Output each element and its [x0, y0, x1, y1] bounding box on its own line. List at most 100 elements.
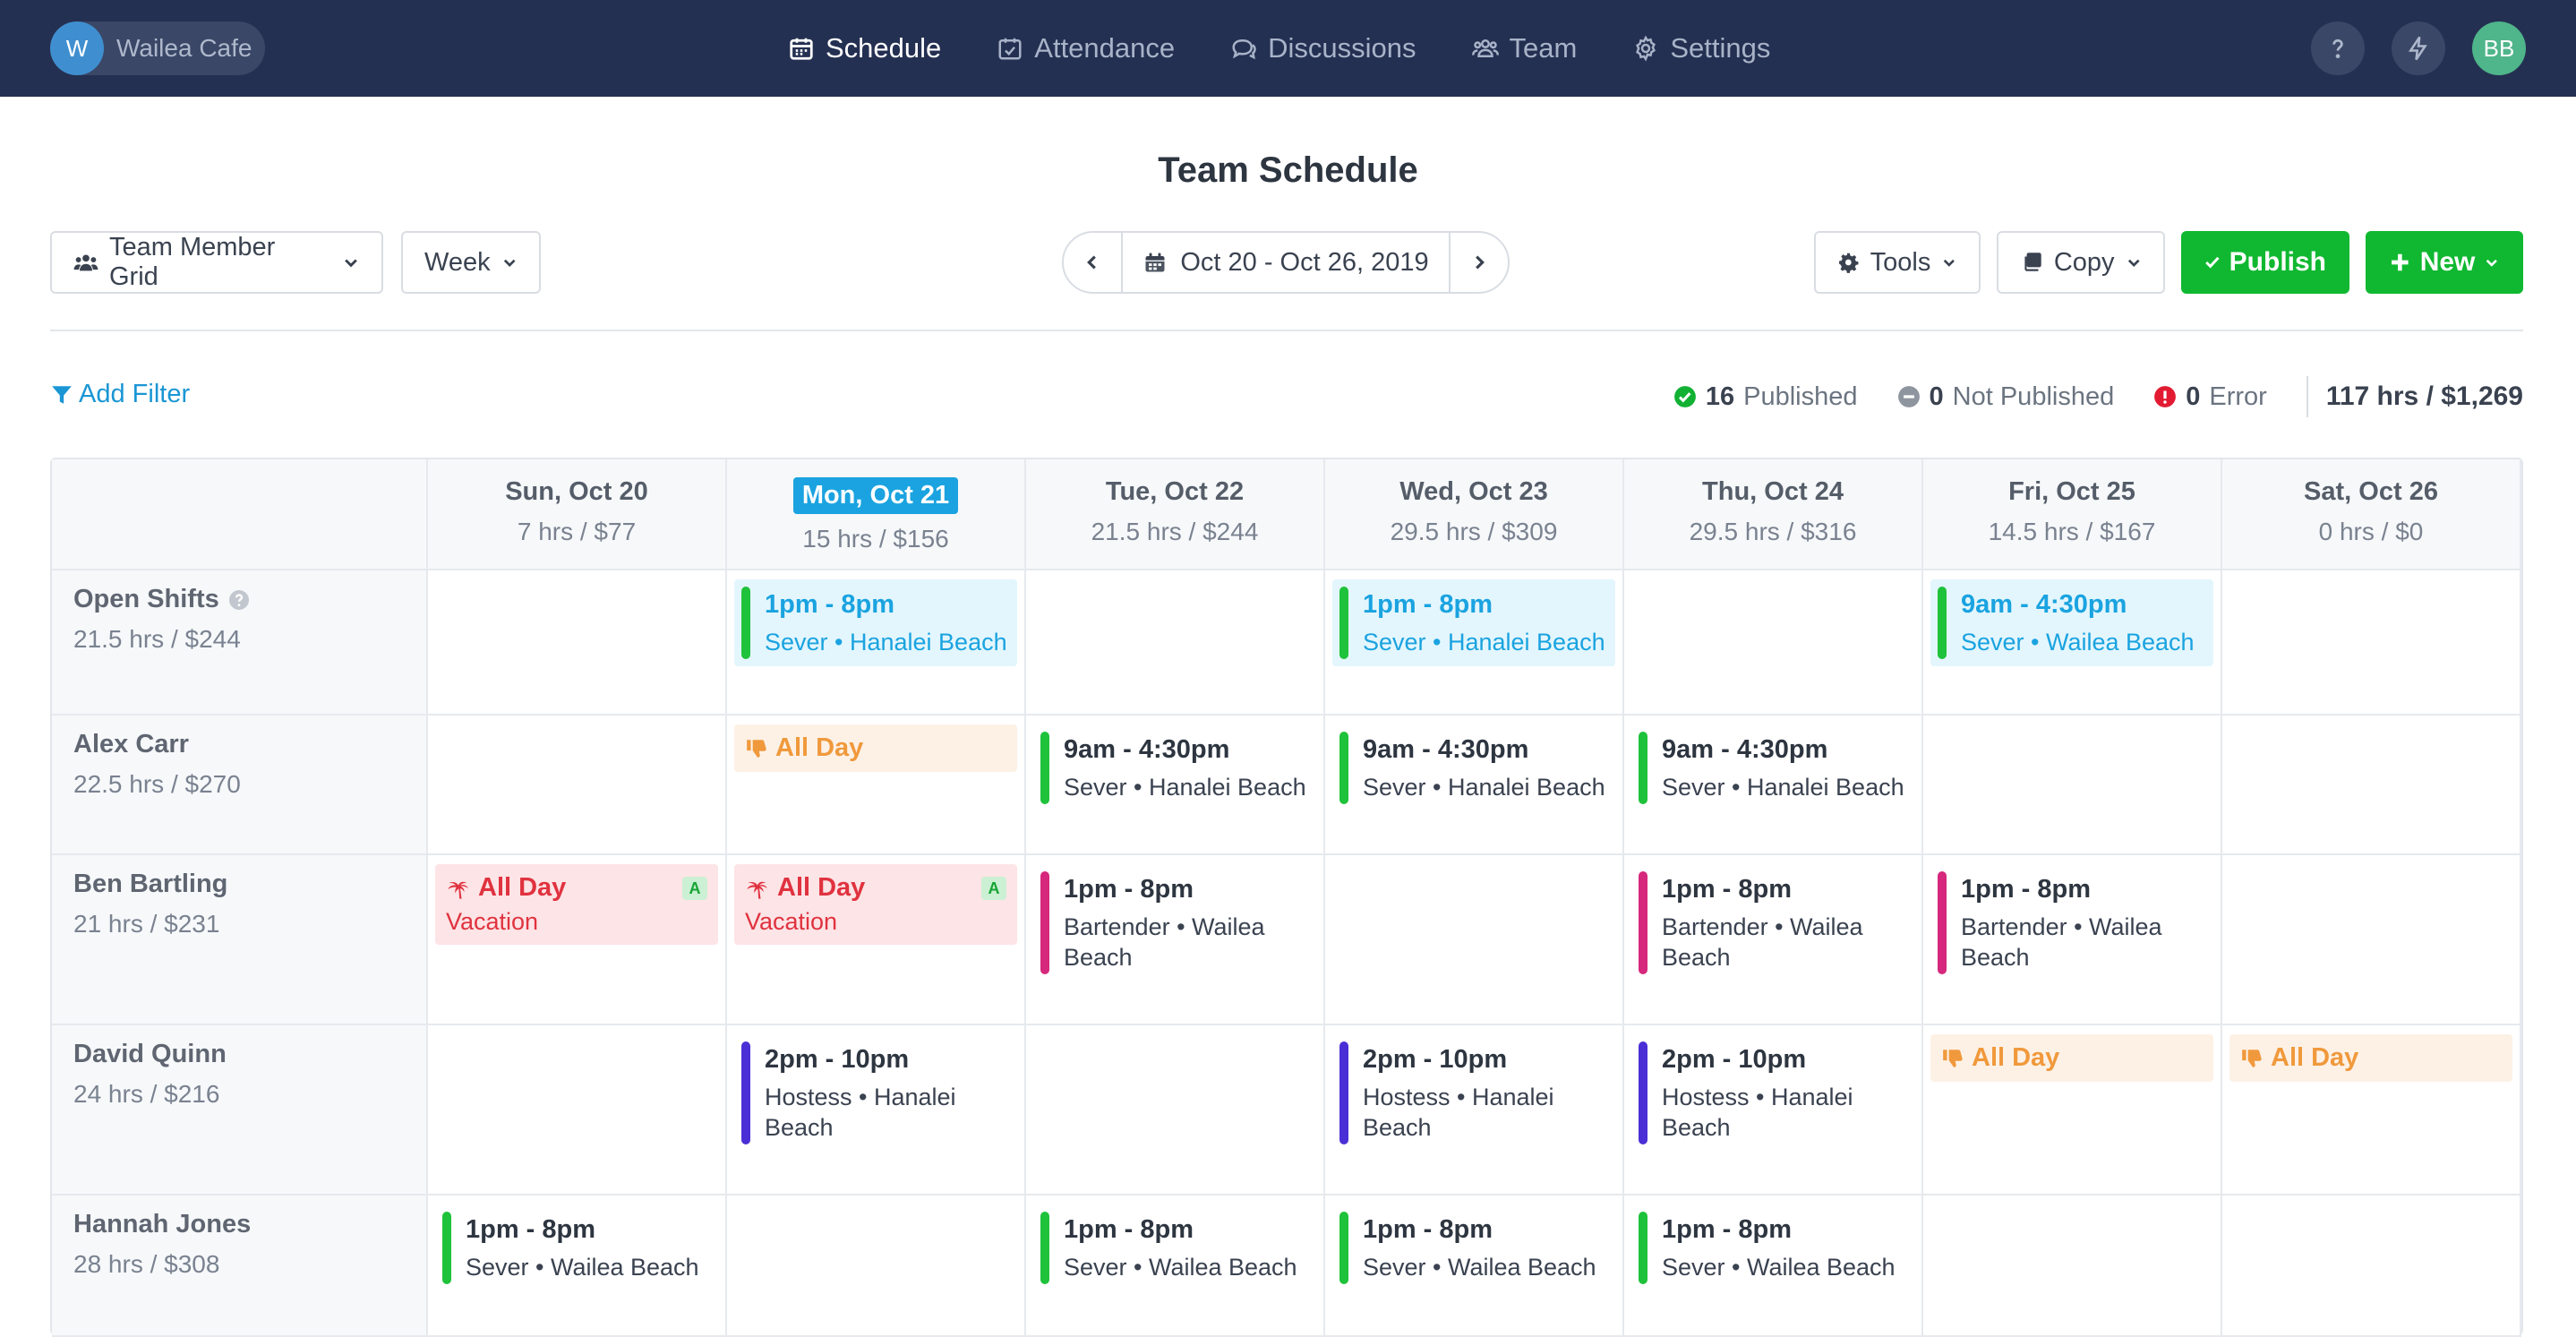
nav-settings-label: Settings	[1670, 32, 1771, 64]
whats-new-button[interactable]	[2392, 21, 2445, 75]
row-header-alex-carr[interactable]: Alex Carr 22.5 hrs / $270	[52, 716, 428, 855]
previous-week-button[interactable]	[1064, 233, 1121, 292]
approved-badge: A	[981, 877, 1006, 900]
day-header-tue[interactable]: Tue, Oct 22 21.5 hrs / $244	[1026, 459, 1325, 570]
schedule-cell[interactable]: All Day	[2222, 1025, 2521, 1196]
row-header-ben-bartling[interactable]: Ben Bartling 21 hrs / $231	[52, 855, 428, 1025]
new-dropdown[interactable]: New	[2366, 231, 2523, 294]
schedule-cell[interactable]	[1325, 855, 1624, 1025]
next-week-button[interactable]	[1451, 233, 1508, 292]
schedule-cell[interactable]: 1pm - 8pm Sever • Wailea Beach	[1624, 1196, 1923, 1337]
shift-card[interactable]: 9am - 4:30pm Sever • Hanalei Beach	[1631, 724, 1914, 811]
date-navigator: Oct 20 - Oct 26, 2019	[1062, 231, 1510, 294]
schedule-cell[interactable]	[428, 716, 727, 855]
schedule-cell[interactable]	[727, 1196, 1026, 1337]
schedule-cell[interactable]	[2222, 716, 2521, 855]
error-count: 0	[2186, 381, 2201, 411]
schedule-cell[interactable]: 1pm - 8pm Sever • Wailea Beach	[1026, 1196, 1325, 1337]
shift-role: Hostess • Hanalei Beach	[765, 1084, 956, 1141]
schedule-cell[interactable]: 1pm - 8pm Sever • Hanalei Beach	[727, 570, 1026, 716]
schedule-cell[interactable]: 2pm - 10pm Hostess • Hanalei Beach	[727, 1025, 1026, 1196]
day-header-sat[interactable]: Sat, Oct 26 0 hrs / $0	[2222, 459, 2521, 570]
schedule-cell[interactable]	[428, 1025, 727, 1196]
day-header-wed[interactable]: Wed, Oct 23 29.5 hrs / $309	[1325, 459, 1624, 570]
schedule-cell[interactable]	[1026, 1025, 1325, 1196]
chevron-down-icon	[2486, 259, 2498, 267]
shift-card[interactable]: 1pm - 8pm Sever • Wailea Beach	[1033, 1204, 1316, 1291]
unavailability-label: All Day	[745, 733, 1006, 763]
shift-card[interactable]: 1pm - 8pm Bartender • Wailea Beach	[1631, 864, 1914, 981]
help-button[interactable]	[2311, 21, 2365, 75]
day-header-thu[interactable]: Thu, Oct 24 29.5 hrs / $316	[1624, 459, 1923, 570]
shift-card[interactable]: 2pm - 10pm Hostess • Hanalei Beach	[1631, 1034, 1914, 1152]
schedule-cell[interactable]: 1pm - 8pm Bartender • Wailea Beach	[1026, 855, 1325, 1025]
schedule-cell[interactable]	[1923, 1196, 2222, 1337]
schedule-cell[interactable]: 1pm - 8pm Bartender • Wailea Beach	[1923, 855, 2222, 1025]
date-range-picker[interactable]: Oct 20 - Oct 26, 2019	[1121, 233, 1451, 292]
schedule-cell[interactable]: All Day Vacation A	[428, 855, 727, 1025]
shift-card[interactable]: 9am - 4:30pm Sever • Hanalei Beach	[1033, 724, 1316, 811]
schedule-cell[interactable]	[428, 570, 727, 716]
tools-dropdown[interactable]: Tools	[1814, 231, 1981, 294]
open-shift-card[interactable]: 9am - 4:30pm Sever • Wailea Beach	[1930, 579, 2213, 666]
question-circle-icon[interactable]	[228, 589, 250, 611]
schedule-cell[interactable]: 1pm - 8pm Bartender • Wailea Beach	[1624, 855, 1923, 1025]
open-shift-card[interactable]: 1pm - 8pm Sever • Hanalei Beach	[734, 579, 1017, 666]
schedule-totals: 117 hrs / $1,269	[2306, 376, 2523, 417]
schedule-cell[interactable]	[2222, 570, 2521, 716]
schedule-cell[interactable]	[2222, 855, 2521, 1025]
nav-team[interactable]: Team	[1471, 32, 1577, 64]
shift-card[interactable]: 1pm - 8pm Sever • Wailea Beach	[1631, 1204, 1914, 1291]
role-color-bar	[1040, 1212, 1049, 1284]
unavailability-card[interactable]: All Day	[2229, 1034, 2512, 1082]
nav-schedule[interactable]: Schedule	[788, 32, 941, 64]
shift-card[interactable]: 2pm - 10pm Hostess • Hanalei Beach	[1332, 1034, 1615, 1152]
day-header-mon[interactable]: Mon, Oct 21 15 hrs / $156	[727, 459, 1026, 570]
schedule-cell[interactable]	[1624, 570, 1923, 716]
schedule-cell[interactable]: 9am - 4:30pm Sever • Hanalei Beach	[1624, 716, 1923, 855]
schedule-cell[interactable]: 1pm - 8pm Sever • Hanalei Beach	[1325, 570, 1624, 716]
period-dropdown[interactable]: Week	[401, 231, 541, 294]
schedule-cell[interactable]: 9am - 4:30pm Sever • Wailea Beach	[1923, 570, 2222, 716]
shift-card[interactable]: 1pm - 8pm Sever • Wailea Beach	[1332, 1204, 1615, 1291]
add-filter-link[interactable]: Add Filter	[50, 380, 190, 409]
nav-discussions[interactable]: Discussions	[1230, 32, 1416, 64]
shift-card[interactable]: 1pm - 8pm Bartender • Wailea Beach	[1930, 864, 2213, 981]
publish-status-summary: 16 Published 0 Not Published 0 Error 117…	[1673, 376, 2523, 417]
publish-button[interactable]: Publish	[2181, 231, 2349, 294]
schedule-cell[interactable]	[1026, 570, 1325, 716]
schedule-cell[interactable]: 2pm - 10pm Hostess • Hanalei Beach	[1624, 1025, 1923, 1196]
schedule-cell[interactable]: 1pm - 8pm Sever • Wailea Beach	[428, 1196, 727, 1337]
published-label: Published	[1743, 381, 1858, 411]
view-dropdown[interactable]: Team Member Grid	[50, 231, 383, 294]
schedule-cell[interactable]	[1923, 716, 2222, 855]
user-avatar[interactable]: BB	[2472, 21, 2526, 75]
open-shift-card[interactable]: 1pm - 8pm Sever • Hanalei Beach	[1332, 579, 1615, 666]
nav-attendance[interactable]: Attendance	[997, 32, 1175, 64]
schedule-cell[interactable]: All Day	[727, 716, 1026, 855]
unavailability-card[interactable]: All Day	[1930, 1034, 2213, 1082]
shift-card[interactable]: 1pm - 8pm Sever • Wailea Beach	[435, 1204, 718, 1291]
row-header-david-quinn[interactable]: David Quinn 24 hrs / $216	[52, 1025, 428, 1196]
workspace-switcher[interactable]: W Wailea Cafe	[50, 21, 265, 75]
chevron-down-icon	[345, 259, 357, 268]
schedule-cell[interactable]: 9am - 4:30pm Sever • Hanalei Beach	[1325, 716, 1624, 855]
schedule-cell[interactable]: All Day	[1923, 1025, 2222, 1196]
shift-card[interactable]: 1pm - 8pm Bartender • Wailea Beach	[1033, 864, 1316, 981]
schedule-cell[interactable]	[2222, 1196, 2521, 1337]
day-header-sun[interactable]: Sun, Oct 20 7 hrs / $77	[428, 459, 727, 570]
time-off-card[interactable]: All Day Vacation A	[435, 864, 718, 945]
shift-role: Bartender • Wailea Beach	[1961, 913, 2162, 971]
day-header-fri[interactable]: Fri, Oct 25 14.5 hrs / $167	[1923, 459, 2222, 570]
schedule-cell[interactable]: 1pm - 8pm Sever • Wailea Beach	[1325, 1196, 1624, 1337]
time-off-card[interactable]: All Day Vacation A	[734, 864, 1017, 945]
schedule-cell[interactable]: All Day Vacation A	[727, 855, 1026, 1025]
unavailability-card[interactable]: All Day	[734, 724, 1017, 772]
shift-card[interactable]: 2pm - 10pm Hostess • Hanalei Beach	[734, 1034, 1017, 1152]
nav-settings[interactable]: Settings	[1632, 32, 1770, 64]
shift-card[interactable]: 9am - 4:30pm Sever • Hanalei Beach	[1332, 724, 1615, 811]
schedule-cell[interactable]: 2pm - 10pm Hostess • Hanalei Beach	[1325, 1025, 1624, 1196]
schedule-cell[interactable]: 9am - 4:30pm Sever • Hanalei Beach	[1026, 716, 1325, 855]
copy-dropdown[interactable]: Copy	[1997, 231, 2165, 294]
row-header-hannah-jones[interactable]: Hannah Jones 28 hrs / $308	[52, 1196, 428, 1337]
